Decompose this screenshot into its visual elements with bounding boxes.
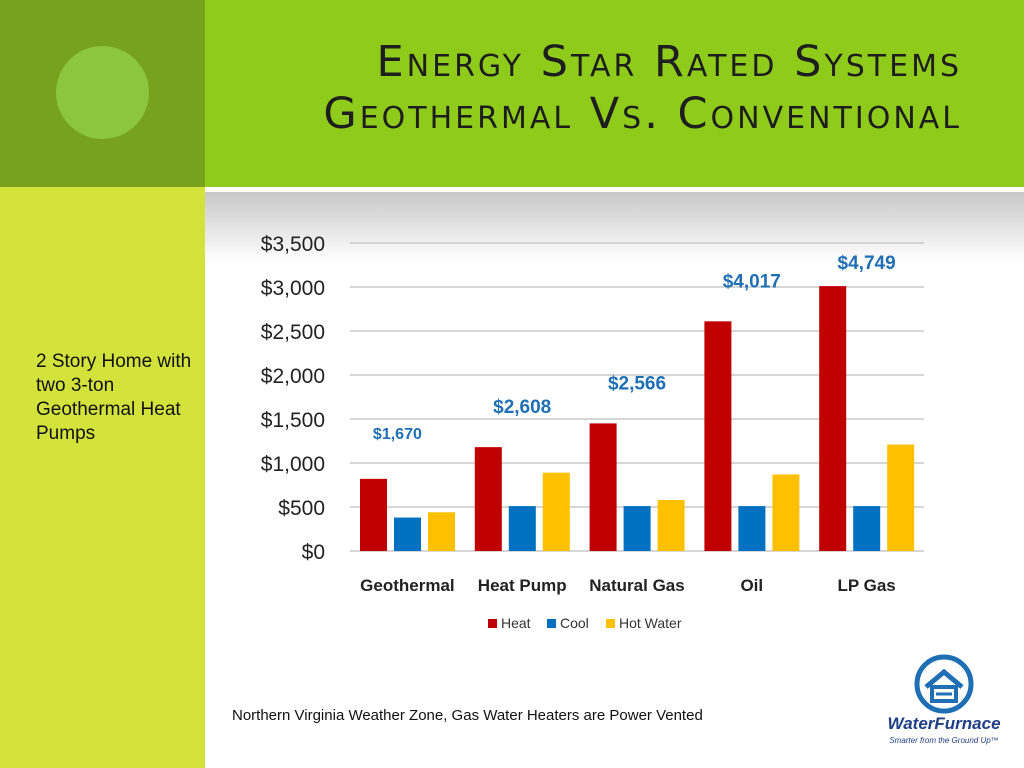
legend-swatch xyxy=(547,619,556,628)
sidebar xyxy=(0,187,205,768)
corner-block xyxy=(0,0,205,187)
legend-label: Heat xyxy=(501,615,531,631)
sidebar-text: 2 Story Home with two 3-ton Geothermal H… xyxy=(36,351,192,444)
total-label: $4,749 xyxy=(838,253,896,274)
x-tick-label: Heat Pump xyxy=(478,576,567,595)
y-tick-label: $0 xyxy=(302,541,325,564)
y-tick-label: $2,000 xyxy=(261,365,325,388)
bar-cool xyxy=(394,517,421,551)
legend-swatch xyxy=(606,619,615,628)
bar-hot-water xyxy=(887,444,915,551)
bar-hot-water xyxy=(428,512,455,551)
bar-cool xyxy=(508,506,536,551)
house-emblem-icon xyxy=(914,654,974,714)
x-tick-label: Oil xyxy=(740,576,763,595)
total-label: $2,608 xyxy=(493,397,551,418)
slide-title: Energy Star Rated Systems Geothermal Vs.… xyxy=(323,36,962,140)
legend-label: Hot Water xyxy=(619,615,682,631)
bar-cool xyxy=(623,506,651,551)
x-tick-label: Natural Gas xyxy=(589,576,684,595)
title-line-2: Geothermal Vs. Conventional xyxy=(323,89,962,139)
y-tick-label: $1,500 xyxy=(261,409,325,432)
y-tick-label: $1,000 xyxy=(261,453,325,476)
x-tick-label: Geothermal xyxy=(360,576,454,595)
bar-hot-water xyxy=(657,499,685,551)
bar-heat xyxy=(360,478,387,551)
bar-chart: $0 $500 $1,000 $1,500 $2,000 $2,500 $3,000 $3,5… xyxy=(261,233,924,631)
bar-heat xyxy=(819,286,847,551)
bar-cool xyxy=(853,506,881,551)
bar-cool xyxy=(738,506,766,551)
bar-hot-water xyxy=(542,472,570,551)
title-line-1: Energy Star Rated Systems xyxy=(376,37,962,87)
bar-hot-water xyxy=(772,474,800,551)
header-divider xyxy=(205,187,1024,192)
y-tick-label: $500 xyxy=(278,497,325,520)
chart-shade xyxy=(205,192,1024,262)
bar-heat xyxy=(589,423,617,551)
title-band: Energy Star Rated Systems Geothermal Vs.… xyxy=(205,0,1024,187)
legend-swatch xyxy=(488,619,497,628)
total-label: $4,017 xyxy=(723,271,781,292)
y-tick-label: $3,500 xyxy=(261,233,325,256)
logo-wordmark: WaterFurnace xyxy=(887,714,1001,733)
footnote: Northern Virginia Weather Zone, Gas Wate… xyxy=(232,707,703,724)
y-tick-label: $2,500 xyxy=(261,321,325,344)
bar-heat xyxy=(704,321,732,551)
x-tick-label: LP Gas xyxy=(837,576,895,595)
bar-heat xyxy=(474,447,502,551)
total-label: $1,670 xyxy=(373,426,422,443)
legend-label: Cool xyxy=(560,615,589,631)
waterfurnace-logo: WaterFurnace Smarter from the Ground Up™ xyxy=(874,654,1014,758)
y-tick-label: $3,000 xyxy=(261,277,325,300)
total-label: $2,566 xyxy=(608,373,666,394)
decorative-circle xyxy=(56,46,149,139)
logo-tagline: Smarter from the Ground Up™ xyxy=(889,736,999,745)
